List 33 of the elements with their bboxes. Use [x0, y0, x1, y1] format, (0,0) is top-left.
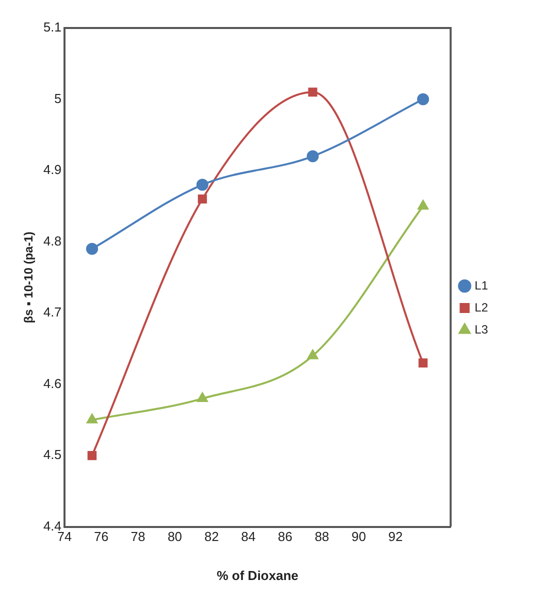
y-tick-label: 4.9: [43, 162, 62, 178]
x-tick-label: 86: [278, 529, 292, 544]
point: [307, 350, 318, 360]
point: [417, 93, 430, 106]
point: [86, 242, 98, 255]
y-tick-label: 5: [54, 90, 62, 106]
y-tick-label: 4.7: [43, 304, 62, 320]
point: [198, 194, 207, 204]
legend-label: L3: [474, 322, 488, 336]
y-tick-label: 4.6: [43, 376, 62, 391]
x-axis-title: % of Dioxane: [216, 568, 298, 583]
y-tick-label: 4.8: [43, 233, 62, 248]
y-tick-label: 5.1: [43, 20, 62, 35]
point: [308, 88, 318, 97]
point: [196, 178, 208, 191]
x-tick-label: 76: [94, 529, 108, 544]
x-tick-label: 82: [204, 529, 219, 544]
point: [418, 358, 428, 368]
x-tick-label: 92: [388, 529, 403, 544]
x-tick-label: 78: [130, 529, 146, 544]
legend-label: L2: [474, 300, 488, 314]
x-tick-label: 88: [314, 529, 330, 544]
y-tick-label: 4.5: [43, 447, 62, 462]
point: [197, 392, 208, 402]
point: [306, 150, 319, 162]
point: [418, 200, 428, 210]
x-tick-label: 90: [351, 529, 366, 544]
point: [86, 414, 98, 424]
y-axis-title: βs ▪ 10-10 (pa-1): [22, 232, 36, 324]
point: [88, 451, 97, 460]
legend-label: L1: [474, 278, 488, 292]
x-tick-label: 84: [241, 529, 256, 544]
x-tick-label: 80: [168, 529, 182, 544]
